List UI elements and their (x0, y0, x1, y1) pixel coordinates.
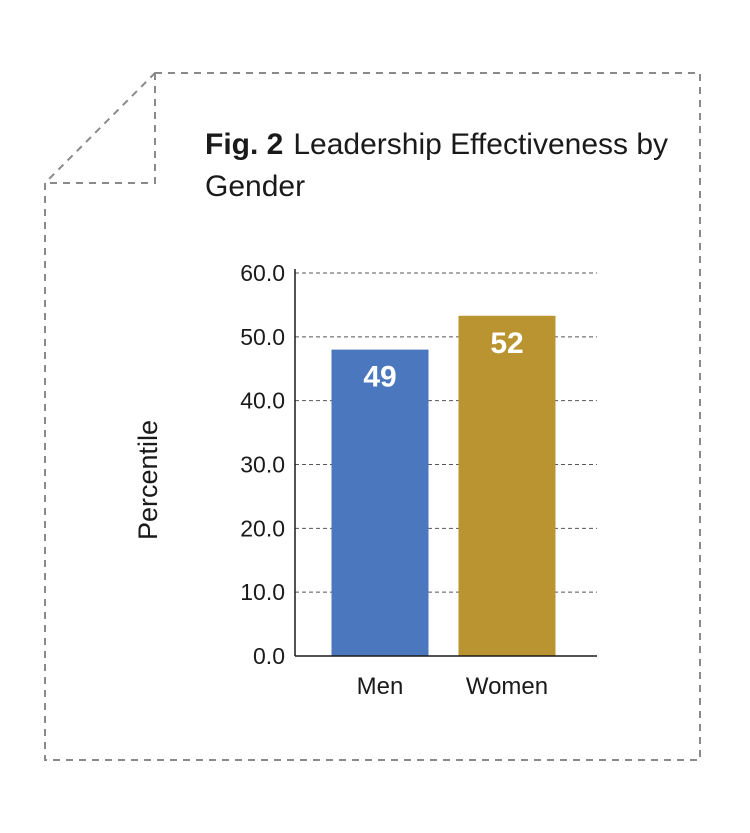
y-tick-label: 0.0 (253, 643, 285, 669)
labels: 0.0 10.0 20.0 30.0 40.0 50.0 60.0 49 Men 52 Women P… (133, 260, 548, 700)
data-label-men: 49 (363, 361, 396, 394)
bar-women (458, 315, 556, 656)
y-axis-title: Percentile (133, 420, 163, 540)
y-tick-label: 50.0 (240, 324, 285, 350)
y-tick-label: 20.0 (240, 515, 285, 541)
y-tick-label: 10.0 (240, 579, 285, 605)
folded-corner (45, 73, 156, 184)
axes (294, 269, 597, 657)
data-label-women: 52 (490, 327, 523, 360)
x-tick-label-women: Women (466, 673, 548, 700)
x-tick-label-men: Men (357, 673, 404, 700)
y-tick-label: 60.0 (240, 260, 285, 286)
bar-men (331, 349, 429, 656)
card-outline (44, 72, 701, 761)
bars (331, 315, 556, 656)
figure-title-text: Leadership Effectiveness by Gender (205, 128, 669, 203)
y-tick-label: 30.0 (240, 452, 285, 478)
figure-title: Fig. 2 Leadership Effectiveness by Gender (205, 124, 685, 208)
y-tick-label: 40.0 (240, 388, 285, 414)
figure-number: Fig. 2 (205, 128, 284, 161)
